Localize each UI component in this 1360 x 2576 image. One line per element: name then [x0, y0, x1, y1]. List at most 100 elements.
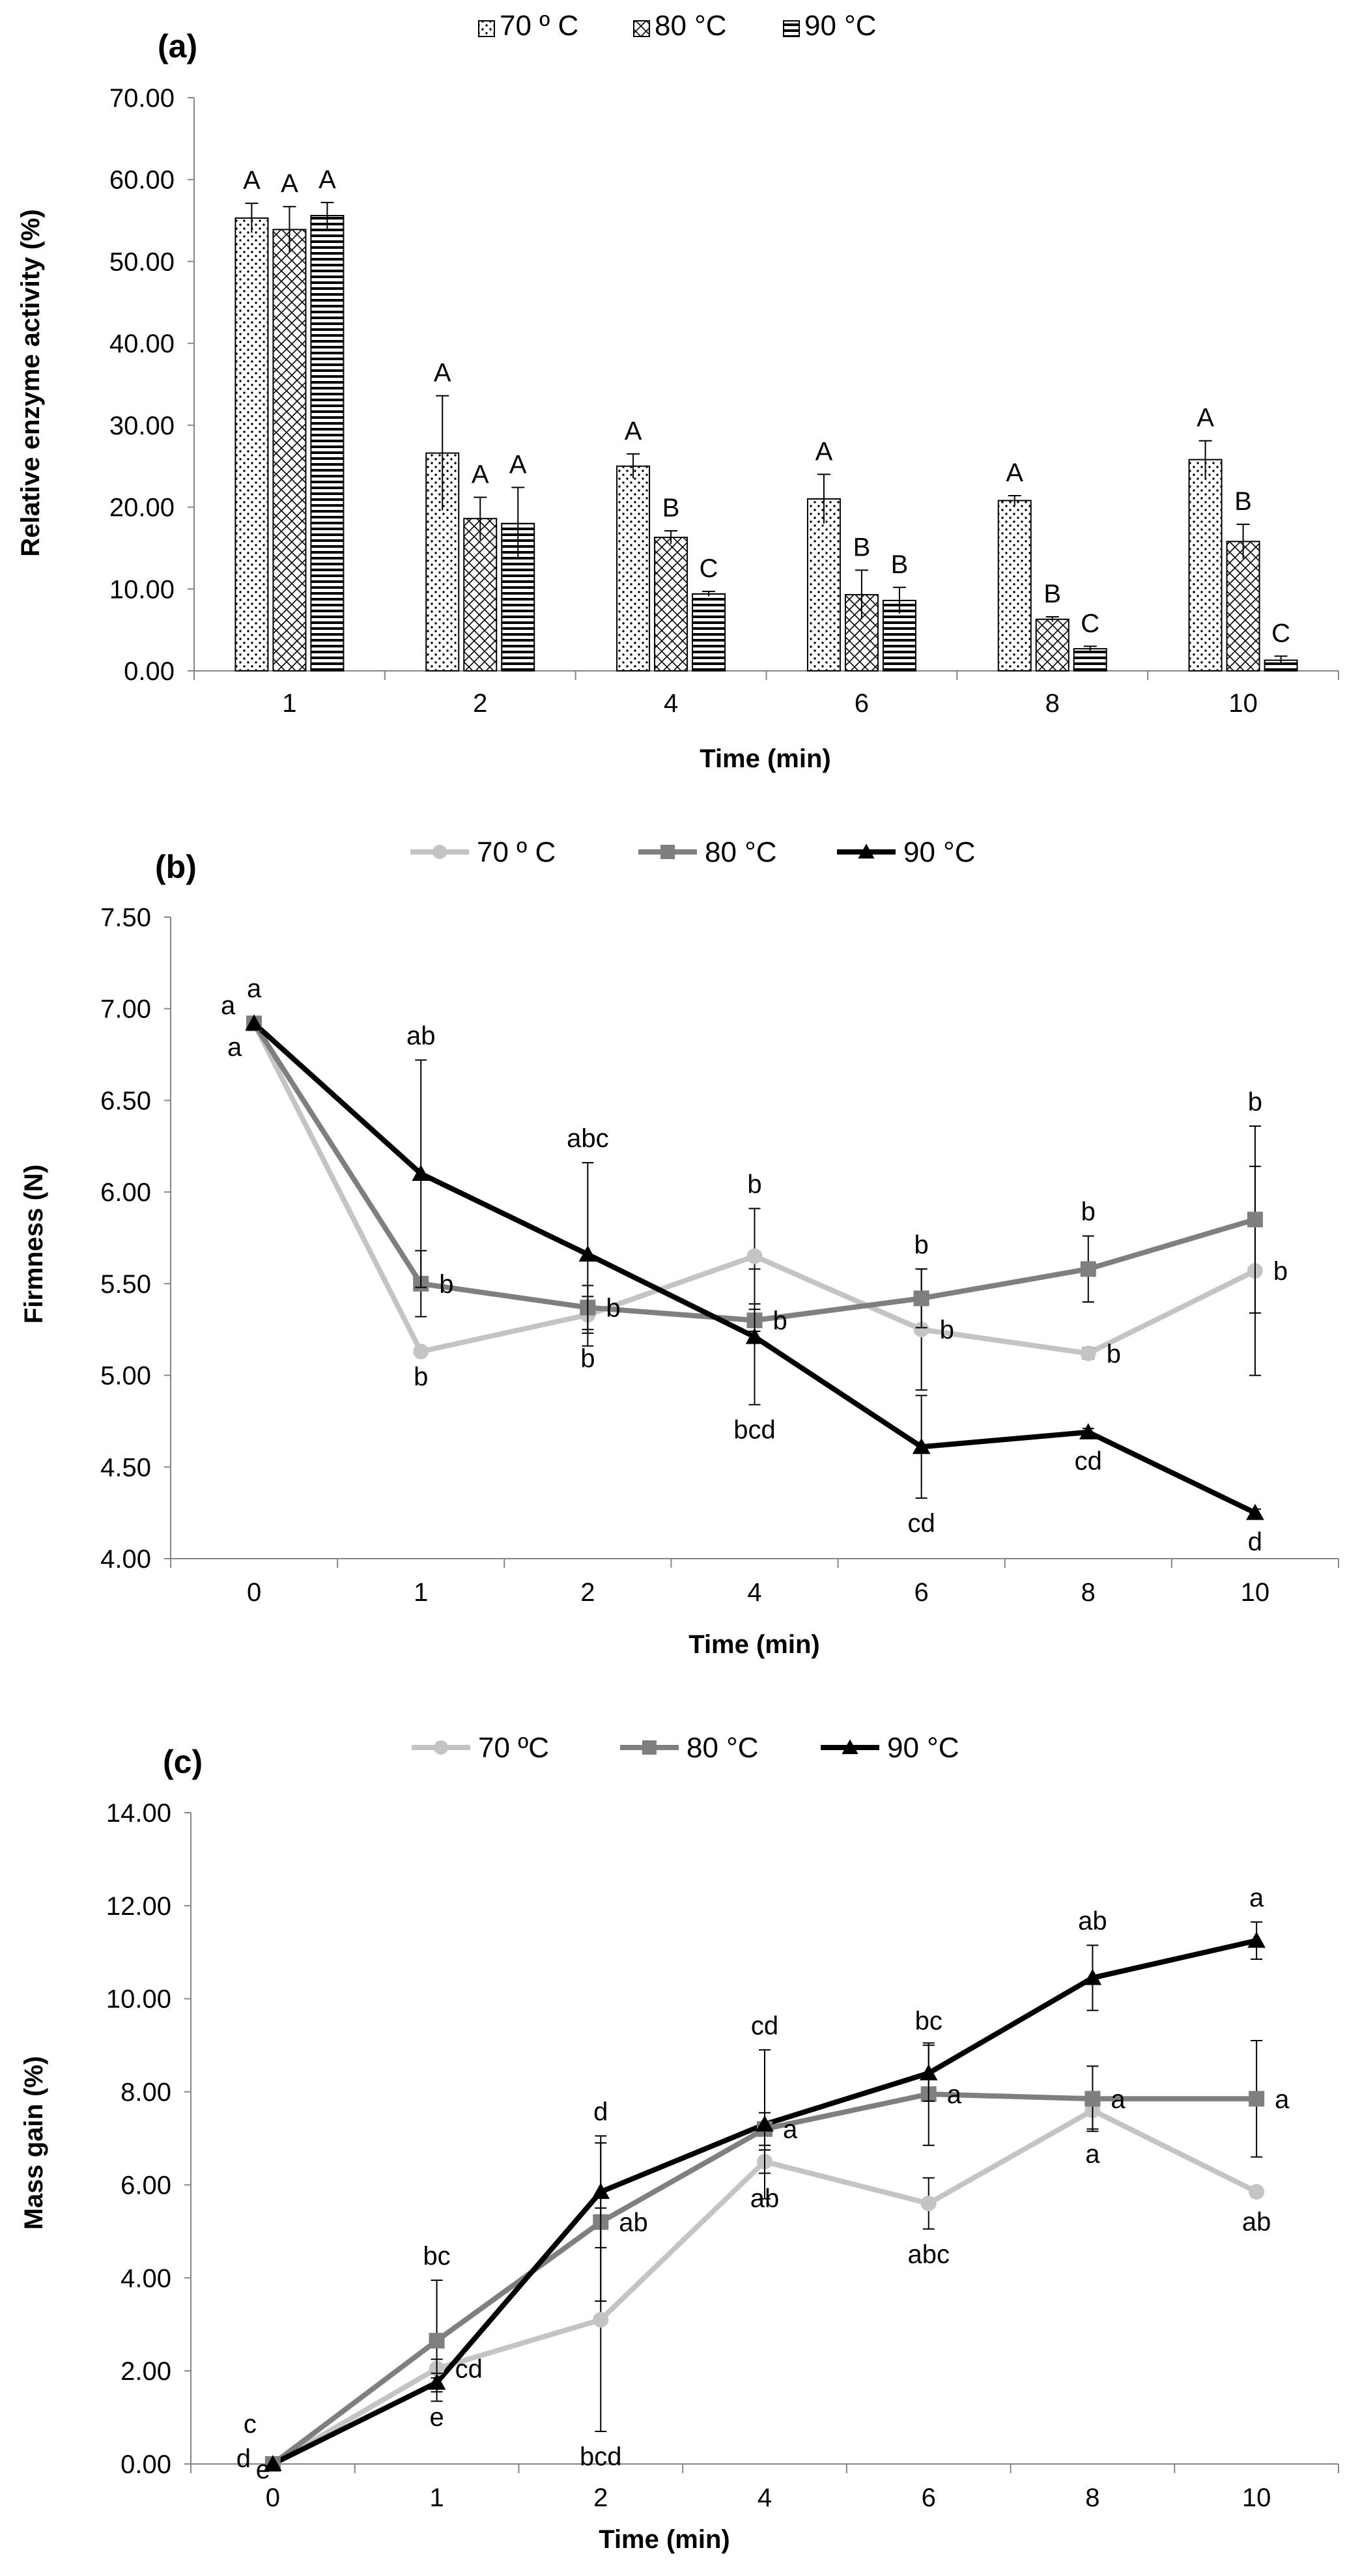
x-tick-label: 0	[247, 1578, 261, 1607]
data-point	[746, 1248, 763, 1264]
significance-letter: b	[1248, 1088, 1262, 1116]
significance-letter: b	[914, 1230, 929, 1259]
data-point	[413, 1343, 429, 1359]
data-point	[1083, 1968, 1102, 1985]
significance-letter: c	[244, 2410, 257, 2439]
data-point	[1084, 2091, 1101, 2107]
y-tick-label: 4.50	[100, 1453, 151, 1482]
significance-letter: e	[256, 2456, 270, 2484]
panel-a-bar-chart: (a) 70 º C 80 °C 90 °C Relative enzyme act…	[16, 10, 1339, 773]
x-tick-label: 6	[922, 2484, 936, 2512]
data-point	[245, 1014, 263, 1031]
significance-letter: a	[1249, 1884, 1264, 1912]
legend-label: 90 °C	[804, 10, 877, 42]
x-axis-title-c: Time (min)	[599, 2525, 730, 2554]
significance-letter: cd	[1075, 1447, 1102, 1475]
significance-letter: a	[221, 991, 236, 1020]
legend-label: 90 °C	[887, 1732, 959, 1764]
y-tick-label: 2.00	[120, 2357, 171, 2386]
significance-letter: B	[1234, 487, 1252, 516]
significance-letter: d	[236, 2444, 251, 2473]
x-tick-label: 10	[1228, 689, 1258, 718]
y-axis-title-b: Firmness (N)	[20, 1165, 48, 1324]
legend-swatch	[478, 20, 495, 37]
significance-letter: B	[853, 533, 871, 561]
significance-letter: abc	[907, 2240, 950, 2269]
bar	[272, 229, 307, 672]
significance-letter: b	[1081, 1198, 1096, 1226]
data-point	[1079, 1423, 1098, 1439]
data-point	[756, 2115, 774, 2132]
bar	[692, 593, 726, 672]
x-tick-label: 0	[266, 2484, 280, 2512]
x-tick-label: 6	[855, 689, 869, 718]
data-point	[591, 2183, 610, 2200]
data-point	[578, 1245, 597, 1262]
panel-label-b: (b)	[155, 849, 197, 885]
significance-letter: a	[1085, 2140, 1100, 2169]
significance-letter: C	[700, 554, 718, 583]
y-tick-label: 7.50	[100, 903, 151, 932]
plot-area-c: 0.00 2.00 4.00 6.00 8.00 10.00 12.00 14.00 0 1 2 4 6…	[106, 1799, 1339, 2512]
significance-letter: b	[606, 1294, 620, 1322]
x-tick-label: 8	[1081, 1578, 1096, 1607]
legend-label: 70 ºC	[478, 1732, 549, 1764]
x-tick-label: 1	[282, 689, 296, 718]
significance-letter: A	[243, 166, 261, 195]
significance-letter: a	[247, 974, 262, 1003]
data-point	[1080, 1345, 1096, 1361]
significance-letter: A	[625, 417, 642, 446]
legend-label: 70 º C	[500, 10, 578, 42]
significance-letter: b	[1273, 1257, 1288, 1286]
legend-label: 90 °C	[903, 836, 976, 868]
legend-marker	[842, 1739, 858, 1755]
significance-letter: ab	[619, 2209, 648, 2237]
data-point	[264, 2455, 282, 2472]
legend-marker	[858, 843, 875, 859]
significance-letter: a	[783, 2116, 798, 2144]
data-point	[745, 1327, 764, 1344]
significance-letter: a	[947, 2080, 962, 2109]
significance-letter: A	[509, 450, 527, 479]
data-point	[1080, 1261, 1096, 1277]
significance-letter: d	[593, 2097, 608, 2126]
significance-letter: d	[1248, 1527, 1262, 1556]
legend-label: 80 °C	[705, 836, 777, 868]
legend-swatch	[783, 20, 800, 37]
plot-area-b: 4.00 4.50 5.00 5.50 6.00 6.50 7.00 7.50 0 1 2 4 6 8 10…	[100, 903, 1339, 1607]
panel-c-line-chart: (c) 70 ºC 80 °C 90 °C Mass gain (%) Time (…	[20, 1732, 1339, 2554]
x-tick-label: 10	[1242, 2484, 1271, 2512]
y-tick-label: 50.00	[109, 248, 175, 276]
data-point	[1247, 1931, 1266, 1948]
significance-letter: A	[1197, 404, 1214, 432]
significance-letter: ab	[1242, 2207, 1271, 2236]
significance-letter: b	[580, 1344, 595, 1373]
x-tick-label: 8	[1085, 2484, 1099, 2512]
bar	[1188, 459, 1223, 672]
y-tick-label: 10.00	[109, 575, 175, 604]
significance-letter: b	[747, 1170, 761, 1198]
data-point	[912, 1437, 931, 1454]
x-tick-label: 2	[580, 1578, 595, 1607]
panel-label-c: (c)	[163, 1744, 203, 1780]
bar	[616, 465, 651, 672]
legend-marker	[642, 1740, 657, 1755]
y-tick-label: 10.00	[106, 1985, 171, 2014]
data-point	[1246, 1503, 1264, 1520]
data-point	[919, 2064, 938, 2081]
data-point	[913, 1322, 929, 1338]
y-tick-label: 0.00	[120, 2450, 171, 2479]
significance-letter: A	[815, 437, 833, 466]
significance-letter: ab	[406, 1022, 436, 1051]
x-tick-label: 4	[747, 1578, 761, 1607]
significance-letter: b	[414, 1363, 428, 1391]
legend-panel-c: 70 ºC 80 °C 90 °C	[412, 1732, 959, 1764]
significance-letter: ab	[1078, 1907, 1107, 1936]
significance-letter: a	[1111, 2085, 1126, 2114]
panel-label-a: (a)	[158, 28, 197, 64]
significance-letter: cd	[908, 1509, 935, 1538]
significance-letter: cd	[751, 2011, 778, 2040]
significance-letter: abc	[567, 1124, 609, 1153]
significance-letter: bcd	[580, 2442, 622, 2471]
